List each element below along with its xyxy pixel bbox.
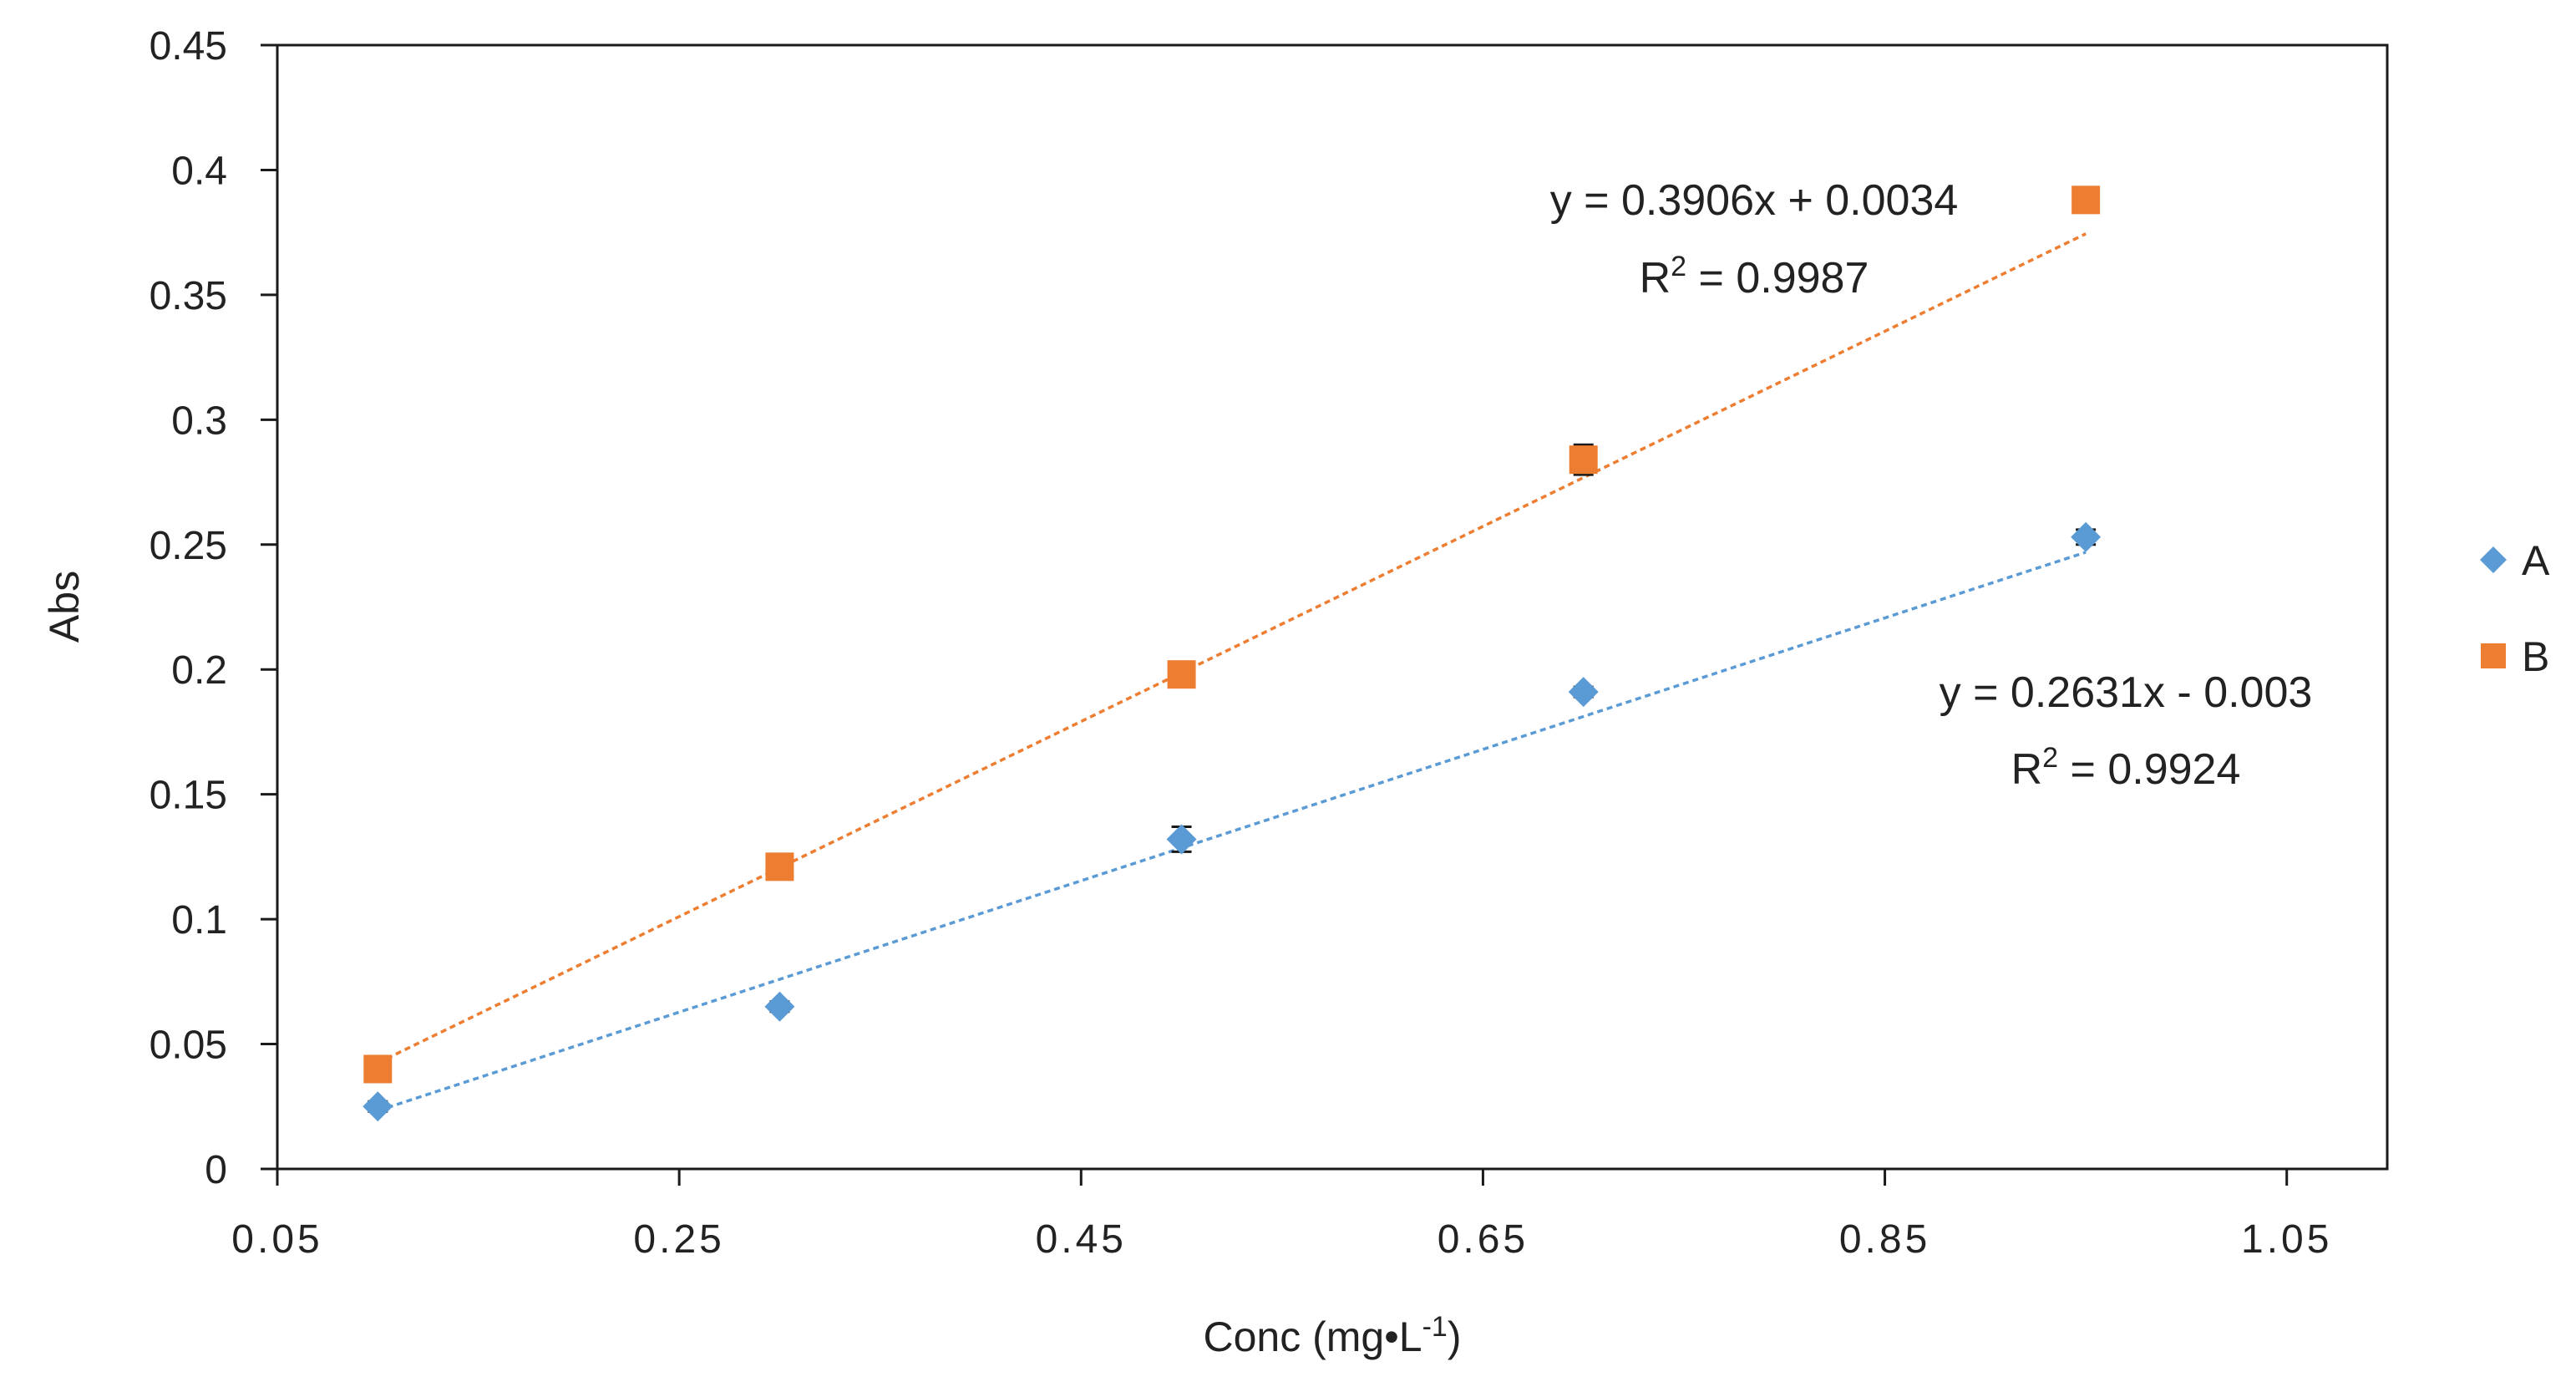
- trendline-a: [377, 551, 2087, 1112]
- r2-a-prefix: R: [2011, 745, 2043, 794]
- x-axis-title-sup: -1: [1422, 1311, 1448, 1343]
- y-tick-label: 0.35: [150, 274, 227, 318]
- y-tick-label: 0.3: [171, 399, 227, 443]
- axis-layer: 00.050.10.150.20.250.30.350.40.450.05 0.2…: [150, 24, 2332, 1262]
- trendline-layer: [377, 232, 2087, 1112]
- trendline-b: [377, 232, 2087, 1064]
- data-point-a: [2071, 521, 2102, 552]
- r2-a: R2 = 0.9924: [2011, 742, 2241, 794]
- y-tick-label: 0.05: [150, 1024, 227, 1068]
- legend-marker-a: [2480, 546, 2507, 573]
- x-axis-title-unit: L: [1399, 1313, 1422, 1360]
- legend-marker-b: [2481, 643, 2506, 668]
- plot-area: [276, 43, 2389, 1171]
- data-point-b: [363, 1054, 393, 1084]
- data-point-a: [1166, 824, 1197, 855]
- y-tick-label: 0.1: [171, 898, 227, 942]
- y-tick-label: 0.45: [150, 24, 227, 69]
- data-point-b: [765, 852, 794, 881]
- r2-a-sup: 2: [2042, 742, 2058, 774]
- r2-b-value: = 0.9987: [1686, 254, 1869, 302]
- x-tick-label: 0.25: [633, 1217, 724, 1262]
- equation-b: y = 0.3906x + 0.0034: [1550, 176, 1959, 225]
- y-tick-label: 0.4: [171, 149, 227, 193]
- x-tick-label: 1.05: [2241, 1217, 2332, 1262]
- r2-b-prefix: R: [1640, 254, 1671, 302]
- legend-label-a: A: [2522, 537, 2550, 584]
- data-point-b: [2071, 185, 2101, 215]
- x-axis-title: Conc (mg•L-1): [1204, 1311, 1462, 1360]
- r2-b-sup: 2: [1671, 251, 1686, 282]
- legend: A B: [2480, 537, 2550, 680]
- marker-layer: [363, 185, 2102, 1122]
- data-point-b: [1167, 660, 1196, 689]
- y-tick-label: 0.15: [150, 774, 227, 818]
- r2-b: R2 = 0.9987: [1640, 251, 1869, 302]
- y-tick-label: 0.2: [171, 648, 227, 693]
- x-axis-title-dot: •: [1384, 1313, 1399, 1360]
- x-tick-label: 0.45: [1036, 1217, 1127, 1262]
- x-axis-title-close: ): [1448, 1313, 1462, 1360]
- x-axis-title-main: Conc (mg: [1204, 1313, 1385, 1360]
- x-tick-label: 0.65: [1438, 1217, 1529, 1262]
- y-tick-label: 0: [205, 1148, 227, 1192]
- legend-label-b: B: [2522, 633, 2549, 680]
- y-tick-label: 0.25: [150, 524, 227, 568]
- x-tick-label: 0.85: [1839, 1217, 1930, 1262]
- y-axis-title: Abs: [41, 571, 88, 643]
- data-point-a: [764, 991, 795, 1022]
- r2-a-value: = 0.9924: [2058, 745, 2240, 794]
- data-point-a: [363, 1091, 393, 1122]
- x-tick-label: 0.05: [231, 1217, 322, 1262]
- equation-a: y = 0.2631x - 0.003: [1940, 668, 2313, 717]
- data-point-b: [1569, 445, 1598, 475]
- data-point-a: [1568, 677, 1599, 708]
